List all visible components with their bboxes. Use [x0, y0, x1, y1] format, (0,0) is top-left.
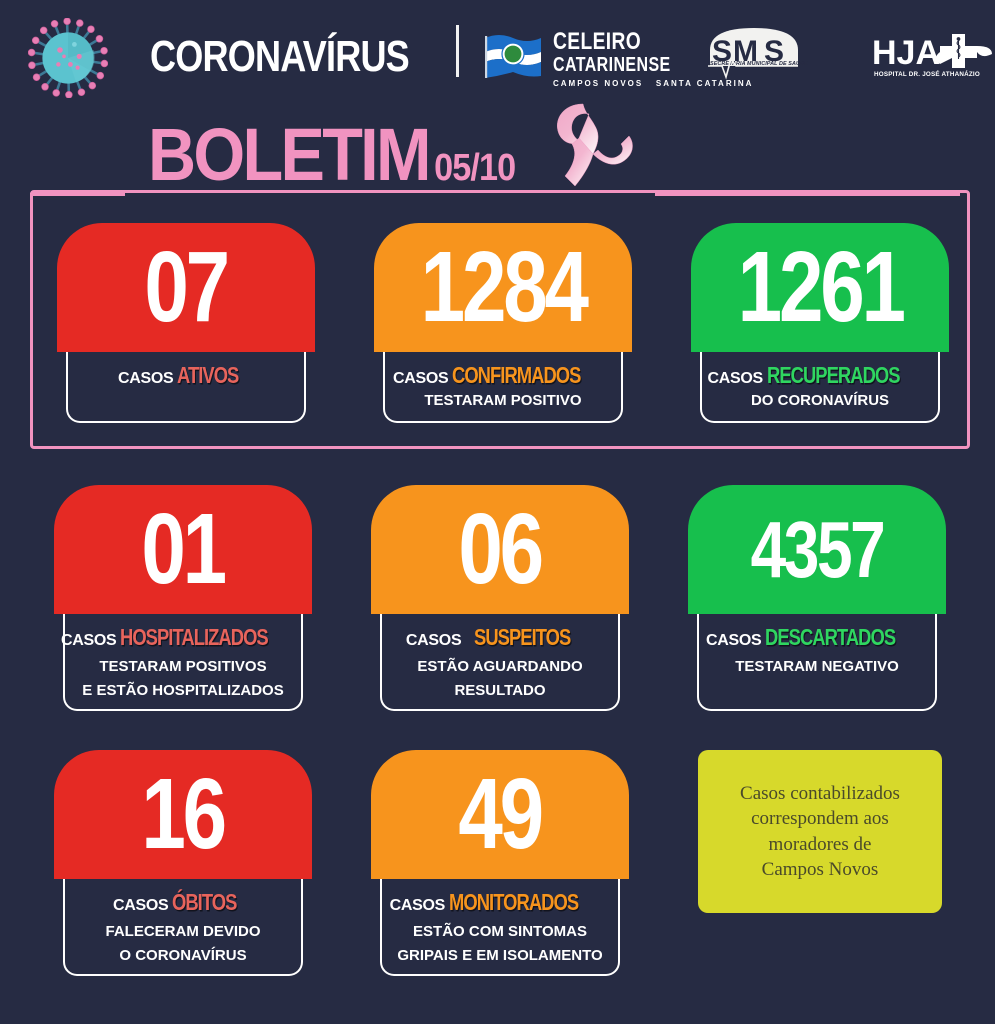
svg-text:HOSPITAL DR. JOSÉ ATHANÁZIO: HOSPITAL DR. JOSÉ ATHANÁZIO — [874, 69, 980, 78]
svg-text:HJA: HJA — [872, 34, 940, 72]
